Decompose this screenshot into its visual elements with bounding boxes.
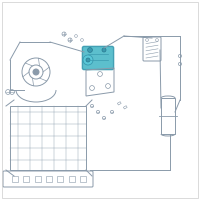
Bar	[123, 106, 127, 109]
Circle shape	[83, 55, 93, 65]
Bar	[12, 176, 18, 182]
Circle shape	[86, 58, 90, 62]
Bar	[10, 106, 86, 170]
Bar	[161, 98, 175, 134]
Circle shape	[88, 48, 92, 52]
Bar	[35, 176, 41, 182]
Bar	[80, 176, 86, 182]
FancyBboxPatch shape	[82, 46, 114, 70]
Circle shape	[33, 69, 39, 75]
Bar	[23, 176, 29, 182]
Bar	[57, 176, 63, 182]
Circle shape	[102, 48, 106, 52]
Bar	[117, 102, 121, 105]
Bar	[69, 176, 75, 182]
Bar	[46, 176, 52, 182]
